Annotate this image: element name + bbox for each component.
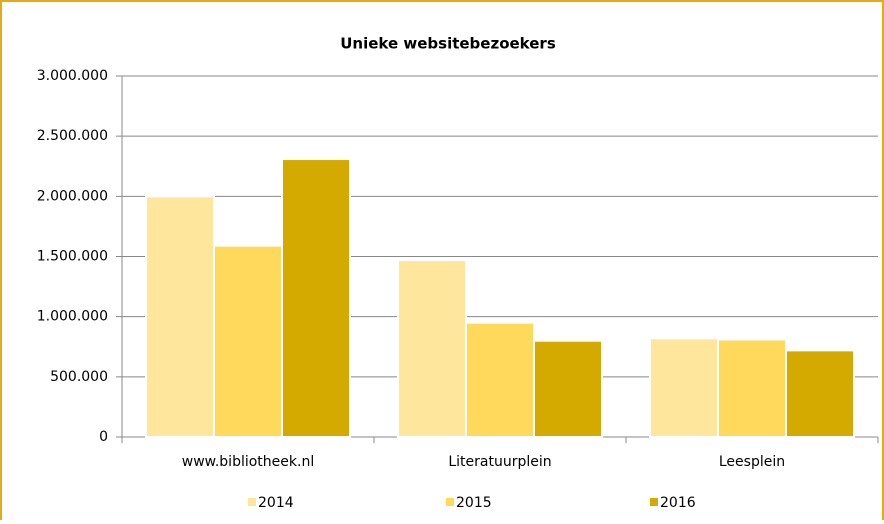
bar	[533, 339, 603, 439]
legend-label: 2014	[258, 495, 294, 511]
bar	[145, 195, 215, 438]
bar	[717, 338, 787, 438]
bar	[281, 158, 351, 438]
y-tick-label: 500.000	[50, 369, 108, 385]
bar	[649, 337, 719, 438]
y-tick-label: 1.000.000	[37, 309, 108, 325]
legend-label: 2016	[660, 495, 696, 511]
bar	[465, 321, 535, 438]
legend-swatch	[650, 498, 658, 506]
x-tick-label: Leesplein	[719, 454, 785, 470]
y-tick-label: 1.500.000	[37, 249, 108, 265]
y-tick-label: 2.000.000	[37, 188, 108, 204]
y-tick-label: 3.000.000	[37, 68, 108, 84]
legend-swatch	[446, 498, 454, 506]
x-tick-label: www.bibliotheek.nl	[182, 454, 314, 470]
bar	[785, 349, 855, 438]
legend-label: 2015	[456, 495, 492, 511]
y-tick-label: 0	[99, 429, 108, 445]
legend-swatch	[248, 498, 256, 506]
chart-title: Unieke websitebezoekers	[340, 35, 556, 53]
bar	[397, 259, 467, 438]
y-tick-label: 2.500.000	[37, 128, 108, 144]
bar	[213, 244, 283, 438]
x-tick-label: Literatuurplein	[448, 454, 551, 470]
